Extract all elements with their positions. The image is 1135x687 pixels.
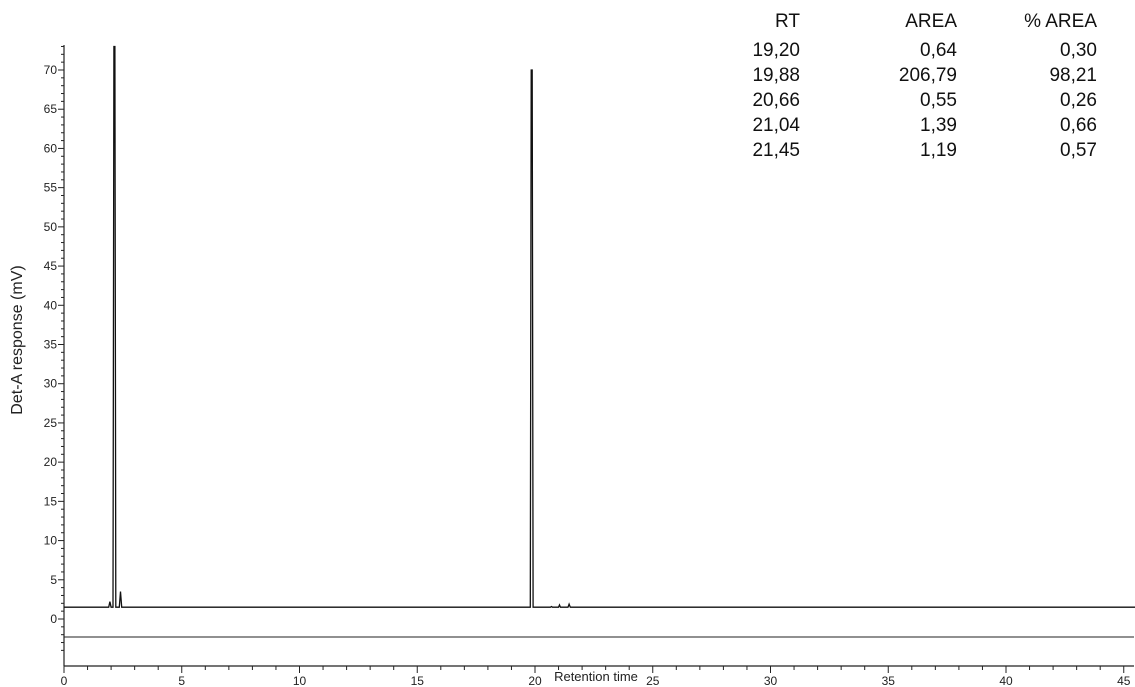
cell-percent-area: 0,26 — [1060, 89, 1097, 111]
cell-rt: 20,66 — [752, 89, 800, 111]
y-tick-label: 35 — [44, 338, 58, 352]
table-row: 21,45 1,19 0,57 — [690, 138, 1097, 163]
y-tick-label: 45 — [44, 259, 58, 273]
cell-area: 1,19 — [920, 139, 957, 161]
peak-table-header: RT AREA % AREA — [690, 6, 1097, 38]
header-rt: RT — [775, 11, 800, 32]
x-axis-title: Retention time — [554, 669, 638, 684]
cell-rt: 21,45 — [752, 139, 800, 161]
cell-rt: 21,04 — [752, 114, 800, 136]
cell-area: 0,55 — [920, 89, 957, 111]
y-tick-label: 55 — [44, 181, 58, 195]
series-line — [64, 45, 1135, 608]
x-tick-label: 25 — [646, 674, 660, 687]
y-tick-label: 60 — [44, 141, 58, 155]
y-tick-label: 65 — [44, 102, 58, 116]
x-tick-label: 0 — [61, 674, 68, 687]
cell-rt: 19,88 — [752, 64, 800, 86]
cell-area: 0,64 — [920, 39, 957, 61]
header-area: AREA — [905, 11, 957, 32]
y-tick-label: 70 — [44, 63, 58, 77]
x-tick-label: 5 — [178, 674, 185, 687]
cell-percent-area: 0,30 — [1060, 39, 1097, 61]
y-tick-label: 30 — [44, 377, 58, 391]
series-layer — [64, 45, 1135, 608]
y-tick-labels: 0 5 10 15 20 25 30 35 40 45 50 55 60 65 70 — [44, 63, 58, 626]
cell-area: 206,79 — [898, 64, 957, 86]
tick-marks — [58, 45, 1125, 673]
cell-percent-area: 0,57 — [1060, 139, 1097, 161]
y-tick-label: 5 — [50, 573, 57, 587]
table-row: 21,04 1,39 0,66 — [690, 113, 1097, 138]
cell-percent-area: 0,66 — [1060, 114, 1097, 136]
cell-rt: 19,20 — [752, 39, 800, 61]
y-tick-label: 15 — [44, 494, 58, 508]
y-axis-title: Det-A response (mV) — [9, 265, 26, 414]
header-percent-area: % AREA — [1024, 11, 1097, 32]
x-tick-label: 40 — [999, 674, 1013, 687]
peak-table: RT AREA % AREA 19,20 0,64 0,30 19,88 206… — [690, 6, 1097, 163]
y-tick-label: 20 — [44, 455, 58, 469]
y-tick-label: 40 — [44, 298, 58, 312]
x-tick-label: 35 — [882, 674, 896, 687]
x-tick-label: 10 — [293, 674, 307, 687]
table-row: 19,20 0,64 0,30 — [690, 38, 1097, 63]
x-tick-label: 45 — [1117, 674, 1131, 687]
y-tick-label: 10 — [44, 534, 58, 548]
y-tick-label: 0 — [50, 612, 57, 626]
y-tick-label: 50 — [44, 220, 58, 234]
cell-area: 1,39 — [920, 114, 957, 136]
y-tick-label: 25 — [44, 416, 58, 430]
table-row: 19,88 206,79 98,21 — [690, 63, 1097, 88]
x-tick-labels: 0 5 10 15 20 25 30 35 40 45 — [61, 674, 1131, 687]
table-row: 20,66 0,55 0,26 — [690, 88, 1097, 113]
x-tick-label: 20 — [528, 674, 542, 687]
x-tick-label: 30 — [764, 674, 778, 687]
cell-percent-area: 98,21 — [1049, 64, 1097, 86]
x-tick-label: 15 — [411, 674, 425, 687]
